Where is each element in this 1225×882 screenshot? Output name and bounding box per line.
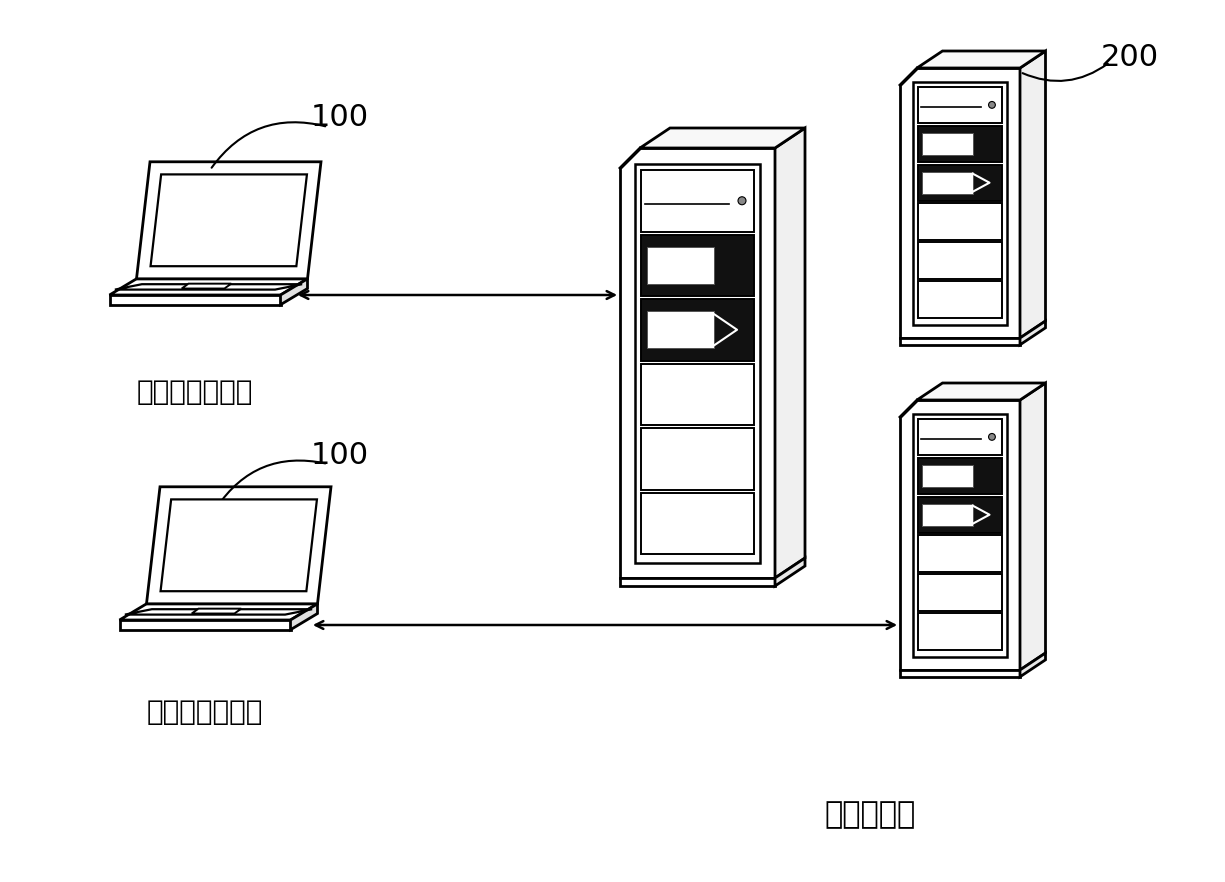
- Polygon shape: [120, 604, 317, 620]
- Polygon shape: [1020, 321, 1045, 345]
- Polygon shape: [900, 68, 1020, 338]
- Bar: [922, 172, 973, 194]
- Polygon shape: [620, 148, 775, 578]
- Bar: [620, 578, 775, 586]
- Polygon shape: [1020, 653, 1045, 676]
- Polygon shape: [775, 128, 805, 578]
- Polygon shape: [290, 604, 317, 630]
- Polygon shape: [136, 161, 321, 279]
- Bar: [918, 419, 1002, 455]
- Bar: [647, 311, 714, 348]
- Polygon shape: [639, 128, 805, 148]
- Bar: [913, 82, 1007, 325]
- Bar: [900, 670, 1020, 676]
- Bar: [918, 243, 1002, 279]
- Text: 100: 100: [311, 440, 369, 469]
- Polygon shape: [160, 499, 317, 591]
- Polygon shape: [281, 279, 307, 304]
- Bar: [641, 170, 755, 231]
- Bar: [641, 299, 755, 361]
- Circle shape: [737, 197, 746, 205]
- Polygon shape: [900, 400, 1020, 670]
- Polygon shape: [1020, 51, 1045, 338]
- Bar: [922, 133, 973, 154]
- Bar: [647, 247, 714, 284]
- Bar: [918, 204, 1002, 240]
- Polygon shape: [109, 295, 281, 304]
- Bar: [913, 414, 1007, 657]
- Bar: [918, 497, 1002, 533]
- Bar: [918, 125, 1002, 162]
- Bar: [641, 428, 755, 490]
- Bar: [918, 165, 1002, 201]
- Polygon shape: [115, 284, 303, 289]
- Bar: [918, 86, 1002, 123]
- Circle shape: [989, 433, 996, 440]
- Bar: [900, 338, 1020, 345]
- Text: 文本获取客户端: 文本获取客户端: [147, 698, 263, 726]
- Polygon shape: [918, 383, 1045, 400]
- Bar: [922, 504, 973, 526]
- Text: 200: 200: [1101, 43, 1159, 72]
- Text: 文本获取客户端: 文本获取客户端: [137, 378, 254, 406]
- Polygon shape: [125, 609, 312, 615]
- Bar: [918, 613, 1002, 650]
- Polygon shape: [109, 279, 307, 295]
- Bar: [641, 492, 755, 554]
- Text: 文本服务端: 文本服务端: [824, 800, 915, 829]
- Bar: [641, 363, 755, 425]
- Bar: [918, 535, 1002, 572]
- Polygon shape: [120, 620, 290, 630]
- Bar: [641, 235, 755, 296]
- Text: 100: 100: [311, 103, 369, 132]
- Bar: [635, 164, 760, 563]
- Circle shape: [989, 101, 996, 108]
- Polygon shape: [1020, 383, 1045, 670]
- Polygon shape: [775, 558, 805, 586]
- Polygon shape: [147, 487, 331, 604]
- Bar: [918, 458, 1002, 494]
- Bar: [918, 574, 1002, 610]
- Polygon shape: [192, 609, 241, 614]
- Bar: [918, 281, 1002, 318]
- Polygon shape: [918, 51, 1045, 68]
- Polygon shape: [181, 284, 232, 288]
- Polygon shape: [151, 175, 307, 266]
- Bar: [922, 465, 973, 487]
